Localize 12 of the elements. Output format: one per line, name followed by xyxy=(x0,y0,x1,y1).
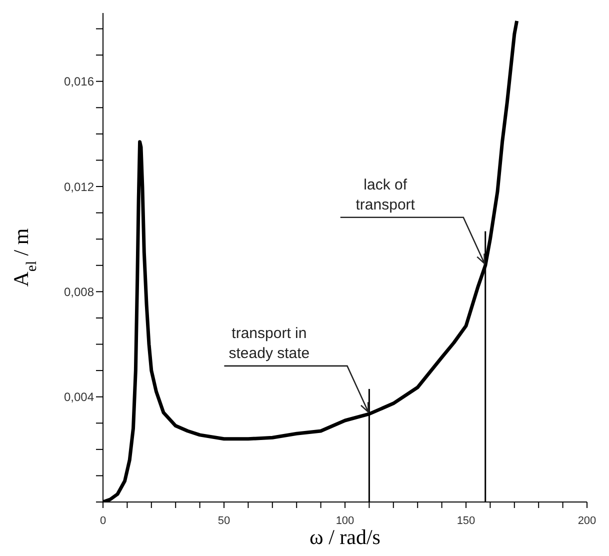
y-tick-label: 0,004 xyxy=(64,390,94,404)
y-tick-label: 0,012 xyxy=(64,180,94,194)
x-tick-label: 150 xyxy=(456,515,476,527)
y-tick-label: 0,008 xyxy=(64,284,94,299)
x-tick-label: 50 xyxy=(218,515,230,527)
x-tick-label: 0 xyxy=(100,515,106,527)
annotation: transport in steady state xyxy=(228,324,310,362)
x-axis-title: ω / rad/s xyxy=(310,525,380,549)
annotation: lack of transport xyxy=(356,176,416,214)
x-tick-label: 200 xyxy=(578,515,596,527)
y-tick-label: 0,016 xyxy=(64,74,94,89)
x-tick-label: 100 xyxy=(336,515,354,527)
